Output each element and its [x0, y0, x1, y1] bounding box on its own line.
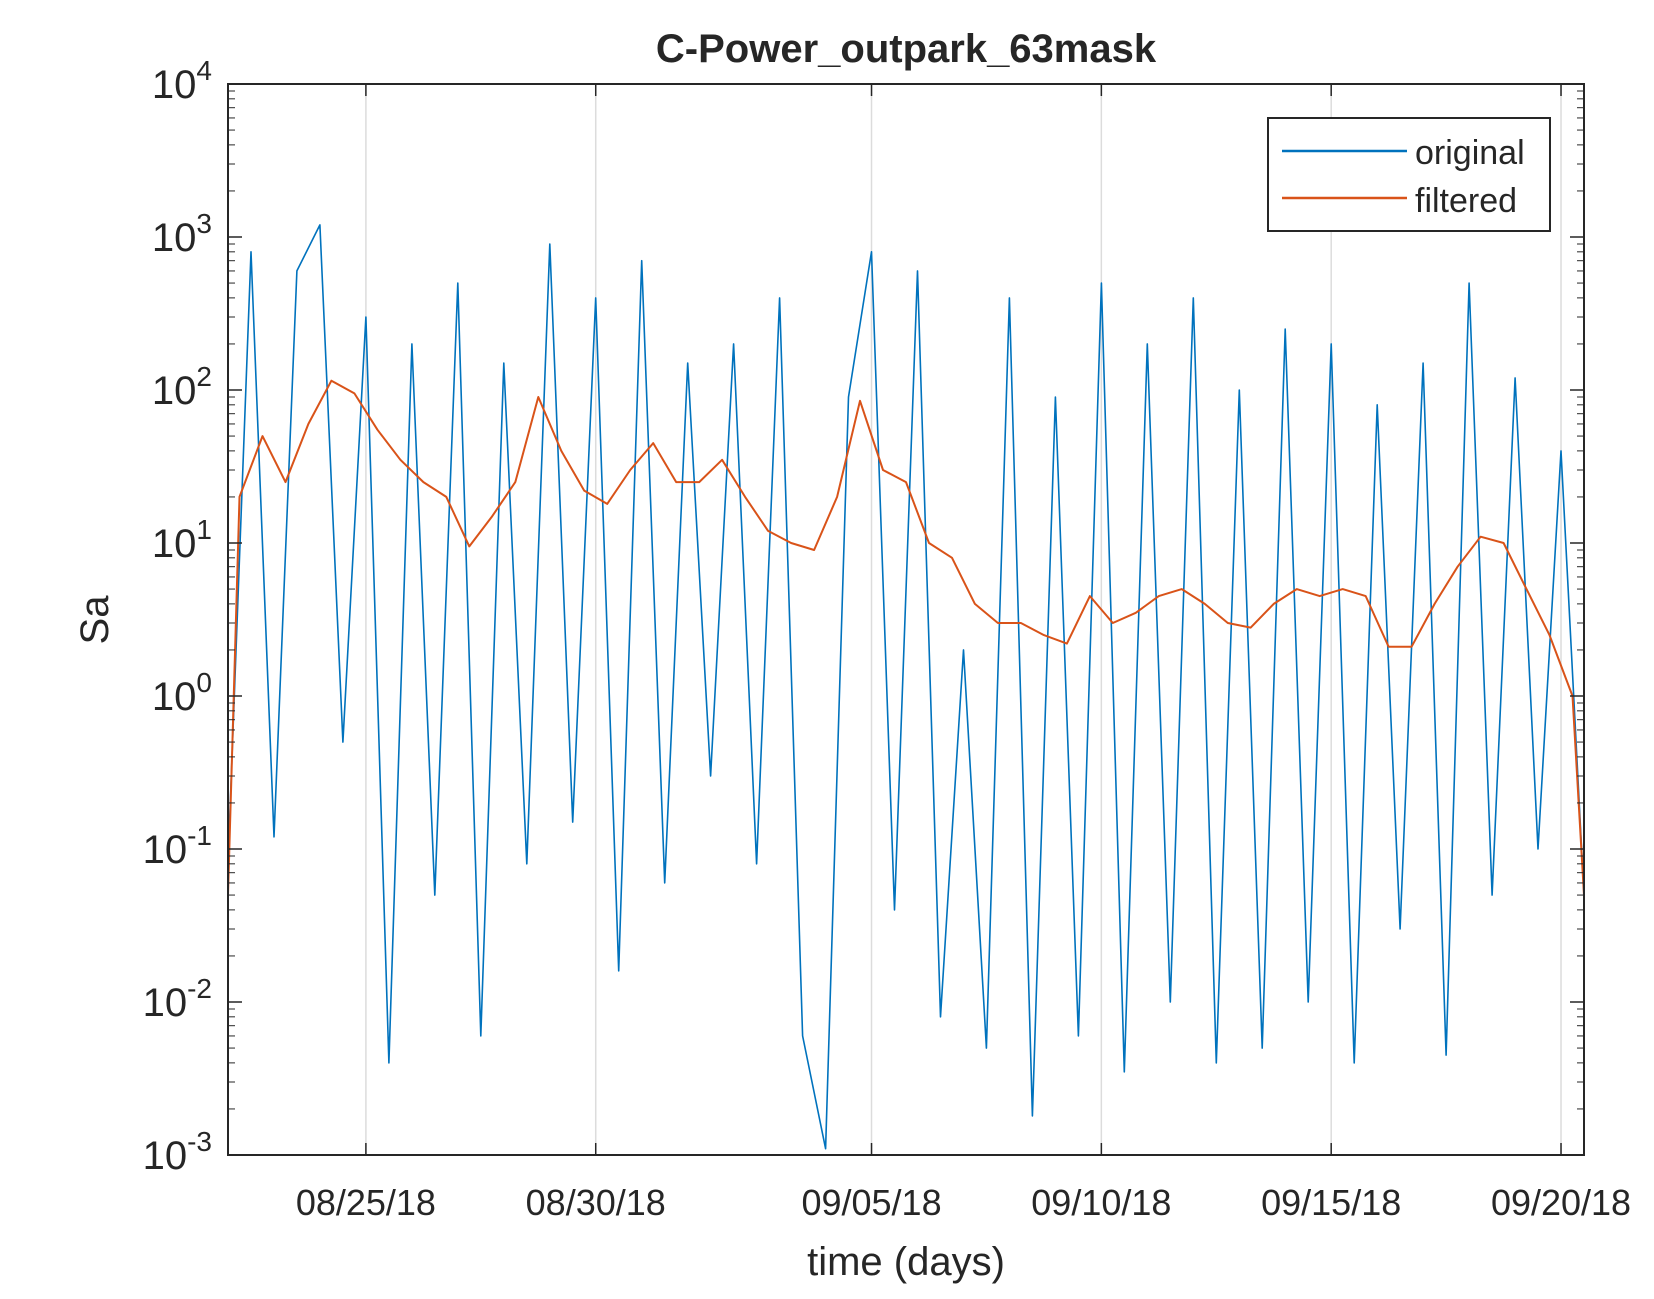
y-tick-label: 101 — [152, 514, 212, 566]
x-axis-label: time (days) — [807, 1240, 1005, 1284]
series-line-original — [227, 224, 1585, 1150]
plot-frame — [227, 83, 1585, 1156]
tick-marks — [228, 83, 1584, 1156]
y-tick-label: 103 — [152, 208, 212, 260]
y-tick-label: 104 — [152, 55, 212, 107]
legend-label-original: original — [1415, 134, 1525, 172]
x-tick-label: 08/30/18 — [526, 1182, 666, 1223]
y-axis-label: Sa — [73, 595, 117, 645]
y-tick-label: 10-3 — [143, 1126, 212, 1178]
x-tick-labels: 08/25/18 08/30/18 09/05/18 09/10/18 09/15/18… — [296, 1182, 1631, 1223]
series-line-filtered — [227, 379, 1585, 896]
legend-label-filtered: filtered — [1415, 182, 1517, 220]
y-tick-label: 100 — [152, 667, 212, 719]
legend: original filtered — [1267, 117, 1551, 232]
y-tick-label: 10-1 — [143, 820, 212, 872]
x-tick-label: 08/25/18 — [296, 1182, 436, 1223]
y-tick-label: 10-2 — [143, 973, 212, 1025]
series-layer — [227, 224, 1585, 1150]
chart-title: C-Power_outpark_63mask — [656, 27, 1157, 71]
x-tick-label: 09/10/18 — [1031, 1182, 1171, 1223]
x-tick-label: 09/20/18 — [1491, 1182, 1631, 1223]
y-tick-label: 102 — [152, 361, 212, 413]
y-tick-labels: 10-3 10-2 10-1 100 101 102 103 104 — [143, 55, 212, 1178]
x-tick-label: 09/15/18 — [1261, 1182, 1401, 1223]
x-tick-label: 09/05/18 — [801, 1182, 941, 1223]
legend-box — [1267, 117, 1551, 232]
